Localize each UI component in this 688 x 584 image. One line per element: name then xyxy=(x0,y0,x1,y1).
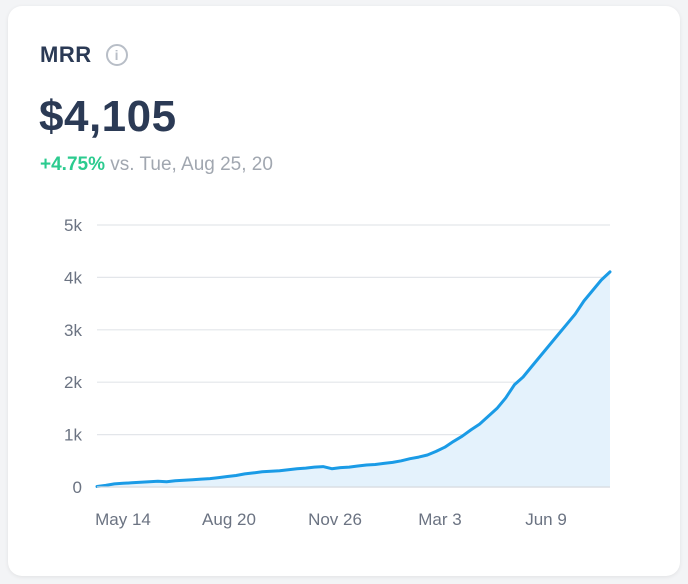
x-tick-label: Nov 26 xyxy=(308,510,362,529)
card-header: MRR i xyxy=(40,42,128,68)
x-tick-label: May 14 xyxy=(95,510,151,529)
y-tick-label: 3k xyxy=(64,321,82,340)
x-tick-label: Aug 20 xyxy=(202,510,256,529)
x-tick-label: Jun 9 xyxy=(525,510,567,529)
series-line xyxy=(95,270,612,488)
y-tick-label: 2k xyxy=(64,373,82,392)
x-tick-label: Mar 3 xyxy=(418,510,461,529)
area-fill xyxy=(97,271,610,487)
card-title: MRR xyxy=(40,42,92,67)
info-icon[interactable]: i xyxy=(105,44,128,66)
y-tick-label: 4k xyxy=(64,268,82,287)
y-tick-label: 1k xyxy=(64,426,82,445)
comparison-line: +4.75% vs. Tue, Aug 25, 20 xyxy=(40,154,273,176)
percent-change: +4.75% xyxy=(40,154,105,175)
metric-value: $4,105 xyxy=(39,92,177,141)
y-tick-label: 5k xyxy=(64,216,82,235)
comparison-text: vs. Tue, Aug 25, 20 xyxy=(110,154,273,175)
y-tick-label: 0 xyxy=(73,478,82,497)
